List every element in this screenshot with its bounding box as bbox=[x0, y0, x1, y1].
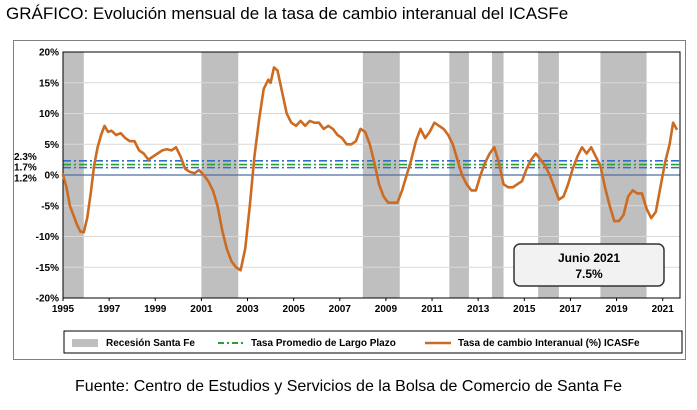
x-tick-label: 2017 bbox=[559, 304, 582, 315]
source-note: Fuente: Centro de Estudios y Servicios d… bbox=[75, 378, 622, 395]
legend-label-recession: Recesión Santa Fe bbox=[106, 338, 195, 349]
x-tick-label: 1999 bbox=[144, 304, 167, 315]
reference-labels: 2.3%1.7%1.2% bbox=[14, 152, 37, 185]
chart-title: GRÁFICO: Evolución mensual de la tasa de… bbox=[6, 4, 569, 23]
reference-label: 1.7% bbox=[14, 163, 37, 174]
y-tick-label: 10% bbox=[39, 109, 59, 120]
y-axis-labels: 20% 15% 10% 5% 0% -5% -10% -15% -20% bbox=[36, 48, 59, 305]
y-tick-label: -15% bbox=[36, 263, 59, 274]
chart-frame bbox=[13, 40, 686, 360]
legend-label-average: Tasa Promedio de Largo Plazo bbox=[251, 338, 396, 349]
x-tick-label: 1995 bbox=[52, 304, 75, 315]
y-tick-label: 15% bbox=[39, 78, 59, 89]
y-tick-label: -20% bbox=[36, 294, 59, 305]
y-tick-label: -10% bbox=[36, 232, 59, 243]
x-tick-label: 2001 bbox=[190, 304, 213, 315]
legend: Recesión Santa Fe Tasa Promedio de Largo… bbox=[63, 330, 683, 354]
annotation-value: 7.5% bbox=[575, 267, 603, 281]
y-tick-label: -5% bbox=[41, 201, 59, 212]
reference-label: 1.2% bbox=[14, 174, 37, 185]
x-axis-labels: 1995 1997 1999 2001 2003 2005 2007 2009 2011 2013… bbox=[52, 298, 674, 315]
x-tick-label: 2003 bbox=[236, 304, 259, 315]
y-tick-label: 5% bbox=[45, 140, 60, 151]
x-tick-label: 2013 bbox=[467, 304, 490, 315]
y-tick-label: 0% bbox=[45, 171, 60, 182]
x-tick-label: 2005 bbox=[283, 304, 306, 315]
y-tick-label: 20% bbox=[39, 48, 59, 59]
annotation-box: Junio 2021 7.5% bbox=[513, 243, 665, 287]
long-term-average-lines bbox=[63, 160, 680, 169]
x-tick-label: 2007 bbox=[329, 304, 352, 315]
x-tick-label: 2019 bbox=[605, 304, 628, 315]
legend-swatch-recession bbox=[72, 339, 98, 347]
x-tick-label: 2021 bbox=[652, 304, 675, 315]
reference-label: 2.3% bbox=[14, 152, 37, 163]
x-tick-label: 2011 bbox=[421, 304, 443, 315]
annotation-date: Junio 2021 bbox=[558, 251, 620, 265]
series-line-icasfe bbox=[61, 66, 678, 272]
x-tick-label: 2015 bbox=[513, 304, 536, 315]
gridlines bbox=[63, 51, 680, 299]
legend-label-series: Tasa de cambio Interanual (%) ICASFe bbox=[458, 338, 640, 349]
x-tick-label: 2009 bbox=[375, 304, 398, 315]
x-tick-label: 1997 bbox=[98, 304, 121, 315]
